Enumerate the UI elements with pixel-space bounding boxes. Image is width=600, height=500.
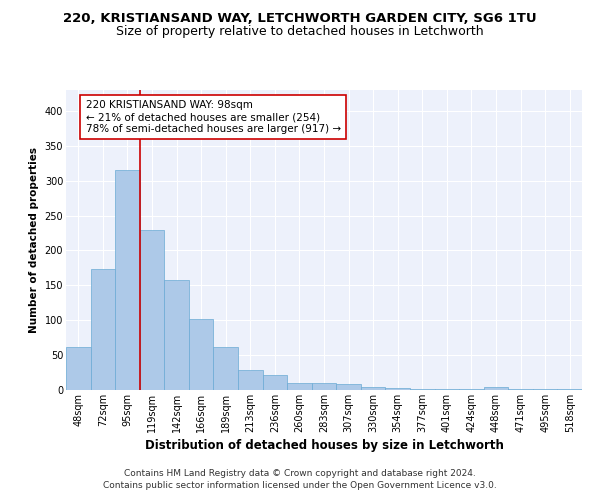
Bar (361, 386, 385, 390)
Text: Size of property relative to detached houses in Letchworth: Size of property relative to detached ho… (116, 25, 484, 38)
X-axis label: Distribution of detached houses by size in Letchworth: Distribution of detached houses by size … (145, 439, 503, 452)
Bar (410, 388, 434, 390)
Bar (164, 280, 189, 390)
Bar (312, 383, 336, 390)
Y-axis label: Number of detached properties: Number of detached properties (29, 147, 39, 333)
Bar (557, 388, 582, 390)
Bar (263, 374, 287, 390)
Bar (66, 346, 91, 390)
Text: Contains public sector information licensed under the Open Government Licence v3: Contains public sector information licen… (103, 481, 497, 490)
Bar (484, 387, 508, 390)
Bar (214, 348, 238, 390)
Text: Contains HM Land Registry data © Crown copyright and database right 2024.: Contains HM Land Registry data © Crown c… (124, 468, 476, 477)
Bar (189, 319, 214, 390)
Text: 220, KRISTIANSAND WAY, LETCHWORTH GARDEN CITY, SG6 1TU: 220, KRISTIANSAND WAY, LETCHWORTH GARDEN… (63, 12, 537, 26)
Bar (238, 370, 263, 390)
Text: 220 KRISTIANSAND WAY: 98sqm
← 21% of detached houses are smaller (254)
78% of se: 220 KRISTIANSAND WAY: 98sqm ← 21% of det… (86, 100, 341, 134)
Bar (115, 170, 140, 390)
Bar (91, 270, 115, 390)
Bar (336, 384, 361, 390)
Bar (385, 388, 410, 390)
Bar (287, 383, 312, 390)
Bar (140, 230, 164, 390)
